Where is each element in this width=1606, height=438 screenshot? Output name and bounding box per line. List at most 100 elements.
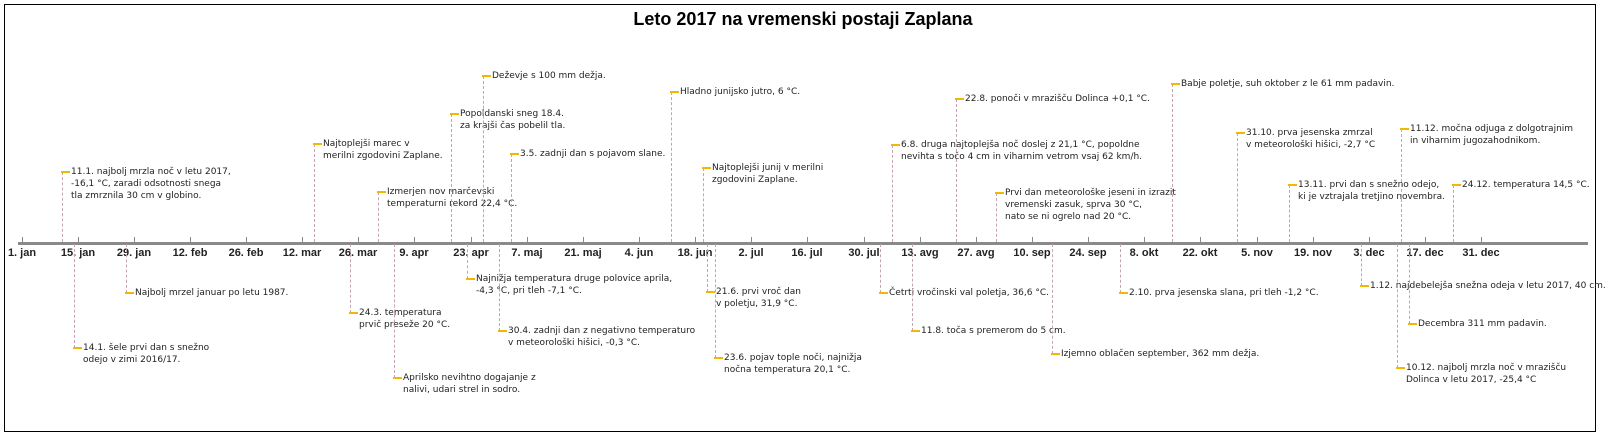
event-text: 31.10. prva jesenska zmrzal v meteorološk…	[1246, 127, 1375, 151]
event-text-line: za krajši čas pobelil tla.	[460, 121, 566, 131]
event-stem	[1397, 244, 1398, 368]
event-text: 3.5. zadnji dan s pojavom slane.	[520, 148, 665, 160]
axis-tick-label: 8. okt	[1129, 247, 1159, 259]
event-marker	[1396, 367, 1405, 369]
axis-tick	[190, 237, 191, 244]
event-marker	[879, 292, 888, 294]
event-text-line: v meteorološki hišici, -2,7 °C	[1246, 140, 1376, 150]
axis-tick-label: 23. apr	[453, 247, 489, 259]
event-marker	[498, 330, 507, 332]
event-text-line: odejo v zimi 2016/17.	[83, 355, 181, 365]
event-text: Najnižja temperatura druge polovice apri…	[476, 273, 672, 297]
axis-tick	[22, 237, 23, 244]
event-stem	[394, 244, 395, 378]
axis-tick-label: 21. maj	[564, 247, 602, 259]
event-stem	[1453, 185, 1454, 242]
event-text: 1.12. najdebelejša snežna odeja v letu 2…	[1370, 280, 1606, 292]
event-text-line: Izmerjen nov marčevski	[387, 187, 495, 197]
event-stem	[483, 76, 484, 242]
event-text: 11.12. močna odjuga z dolgotrajnim in vih…	[1410, 123, 1573, 147]
event-marker	[714, 357, 723, 359]
event-stem	[703, 168, 704, 242]
event-marker	[377, 191, 386, 193]
event-stem	[378, 192, 379, 242]
event-stem	[1361, 244, 1362, 286]
event-text-line: vremenski zasuk, sprva 30 °C,	[1005, 200, 1142, 210]
event-text-line: 24.12. temperatura 14,5 °C.	[1462, 180, 1590, 190]
event-text-line: -16,1 °C, zaradi odsotnosti snega	[71, 179, 222, 189]
event-text-line: 2.10. prva jesenska slana, pri tleh -1,2…	[1129, 288, 1319, 298]
axis-tick	[583, 237, 584, 244]
event-text-line: Babje poletje, suh oktober z le 61 mm pa…	[1181, 79, 1395, 89]
event-marker	[510, 153, 519, 155]
event-text: 13.11. prvi dan s snežno odejo, ki je vzt…	[1298, 179, 1445, 203]
event-text-line: -4,3 °C, pri tleh -7,1 °C.	[476, 286, 582, 296]
event-text-line: 30.4. zadnji dan z negativno temperaturo	[508, 326, 696, 336]
event-text-line: Najtoplejši marec v	[323, 139, 410, 149]
event-text-line: 23.6. pojav tople noči, najnižja	[724, 353, 862, 363]
event-text: Prvi dan meteorološke jeseni in izrazit v…	[1005, 187, 1176, 223]
event-text-line: zgodovini Zaplane.	[712, 175, 798, 185]
axis-tick	[1200, 237, 1201, 244]
event-marker	[1288, 184, 1297, 186]
event-stem	[707, 244, 708, 292]
event-marker	[955, 98, 964, 100]
event-text-line: in viharnim jugozahodnikom.	[1410, 136, 1541, 146]
event-text-line: 14.1. šele prvi dan s snežno	[83, 343, 210, 353]
event-text: 21.6. prvi vroč dan v poletju, 31,9 °C.	[716, 286, 801, 310]
event-text: 11.1. najbolj mrzla noč v letu 2017, -16,…	[71, 166, 231, 202]
event-stem	[912, 244, 913, 331]
event-text-line: 24.3. temperatura	[359, 308, 442, 318]
event-text-line: v meteorološki hišici, -0,3 °C.	[508, 338, 640, 348]
event-text-line: 11.1. najbolj mrzla noč v letu 2017,	[71, 167, 231, 177]
event-marker	[702, 167, 711, 169]
axis-tick	[246, 237, 247, 244]
event-text-line: Najnižja temperatura druge polovice apri…	[476, 274, 673, 284]
event-text: Izjemno oblačen september, 362 mm dežja.	[1061, 348, 1259, 360]
event-stem	[956, 99, 957, 242]
event-text: 24.3. temperatura prvič preseže 20 °C.	[359, 307, 450, 331]
axis-tick-label: 31. dec	[1462, 247, 1500, 259]
event-marker	[482, 75, 491, 77]
event-text: Najbolj mrzel januar po letu 1987.	[135, 287, 288, 299]
event-text: Četrti vročinski val poletja, 36,6 °C.	[889, 287, 1049, 299]
axis-tick	[1313, 237, 1314, 244]
event-text-line: Deževje s 100 mm dežja.	[492, 71, 606, 81]
axis-tick-label: 7. maj	[511, 247, 543, 259]
event-marker	[995, 192, 1004, 194]
axis-tick-label: 30. jul	[848, 247, 880, 259]
event-text-line: 6.8. druga najtoplejša noč doslej z 21,1…	[901, 140, 1140, 150]
event-text-line: nevihta s točo 4 cm in viharnim vetrom v…	[901, 152, 1143, 162]
event-stem	[1120, 244, 1121, 293]
event-text: 22.8. ponoči v mrazišču Dolinca +0,1 °C.	[965, 93, 1150, 105]
axis-tick	[471, 237, 472, 244]
axis-tick	[1481, 237, 1482, 244]
axis-tick-label: 9. apr	[399, 247, 429, 259]
event-stem	[467, 244, 468, 279]
event-stem	[126, 244, 127, 293]
event-marker	[466, 278, 475, 280]
axis-tick-label: 26. mar	[338, 247, 378, 259]
event-text: Deževje s 100 mm dežja.	[492, 70, 606, 82]
event-text-line: Najtoplejši junij v merilni	[712, 163, 824, 173]
event-text-line: v poletju, 31,9 °C.	[716, 299, 798, 309]
axis-tick-label: 13. avg	[901, 247, 939, 259]
event-marker	[1171, 83, 1180, 85]
event-stem	[62, 172, 63, 242]
event-text: 14.1. šele prvi dan s snežno odejo v zimi…	[83, 342, 209, 366]
event-marker	[1452, 184, 1461, 186]
event-marker	[1408, 323, 1417, 325]
event-stem	[892, 145, 893, 242]
event-text: 23.6. pojav tople noči, najnižja nočna te…	[724, 352, 862, 376]
event-marker	[1236, 132, 1245, 134]
event-text: Decembra 311 mm padavin.	[1418, 318, 1547, 330]
axis-tick	[751, 237, 752, 244]
event-text-line: Dolinca v letu 2017, -25,4 °C	[1406, 375, 1537, 385]
event-text: Babje poletje, suh oktober z le 61 mm pa…	[1181, 78, 1394, 90]
axis-tick	[1032, 237, 1033, 244]
axis-tick-label: 4. jun	[624, 247, 654, 259]
event-text-line: prvič preseže 20 °C.	[359, 320, 451, 330]
axis-tick-label: 27. avg	[957, 247, 995, 259]
axis-tick-label: 3. dec	[1353, 247, 1385, 259]
event-text: Najtoplejši marec v merilni zgodovini Zap…	[323, 138, 443, 162]
